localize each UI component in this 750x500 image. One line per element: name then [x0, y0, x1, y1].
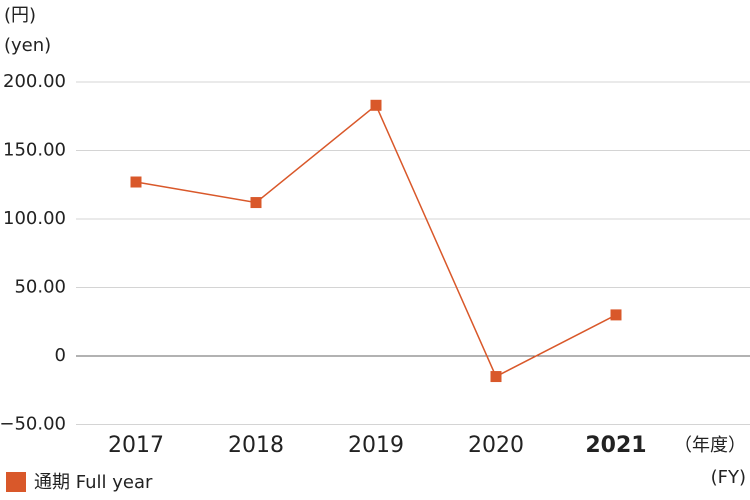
- marker: [610, 309, 622, 321]
- x-unit-label: （年度）: [674, 435, 746, 456]
- legend-label: 通期 Full year: [34, 472, 153, 493]
- y-tick-label: 50.00: [14, 277, 66, 298]
- y-tick-label: −50.00: [0, 414, 66, 435]
- legend-swatch: [6, 472, 26, 492]
- marker: [370, 99, 382, 111]
- x-unit-label: (FY): [711, 467, 746, 488]
- y-tick-label: 100.00: [3, 208, 66, 229]
- x-tick-label: 2017: [108, 433, 164, 458]
- marker: [490, 371, 502, 383]
- x-tick-label: 2018: [228, 433, 284, 458]
- y-unit-label: (円): [4, 5, 36, 26]
- y-tick-label: 150.00: [3, 140, 66, 161]
- x-tick-label: 2021: [585, 433, 646, 458]
- marker: [130, 176, 142, 188]
- x-tick-label: 2020: [468, 433, 524, 458]
- x-tick-label: 2019: [348, 433, 404, 458]
- y-tick-label: 0: [55, 345, 66, 366]
- marker: [250, 197, 262, 209]
- series-line: [135, 104, 617, 378]
- y-unit-label: (yen): [4, 35, 51, 56]
- y-tick-label: 200.00: [3, 71, 66, 92]
